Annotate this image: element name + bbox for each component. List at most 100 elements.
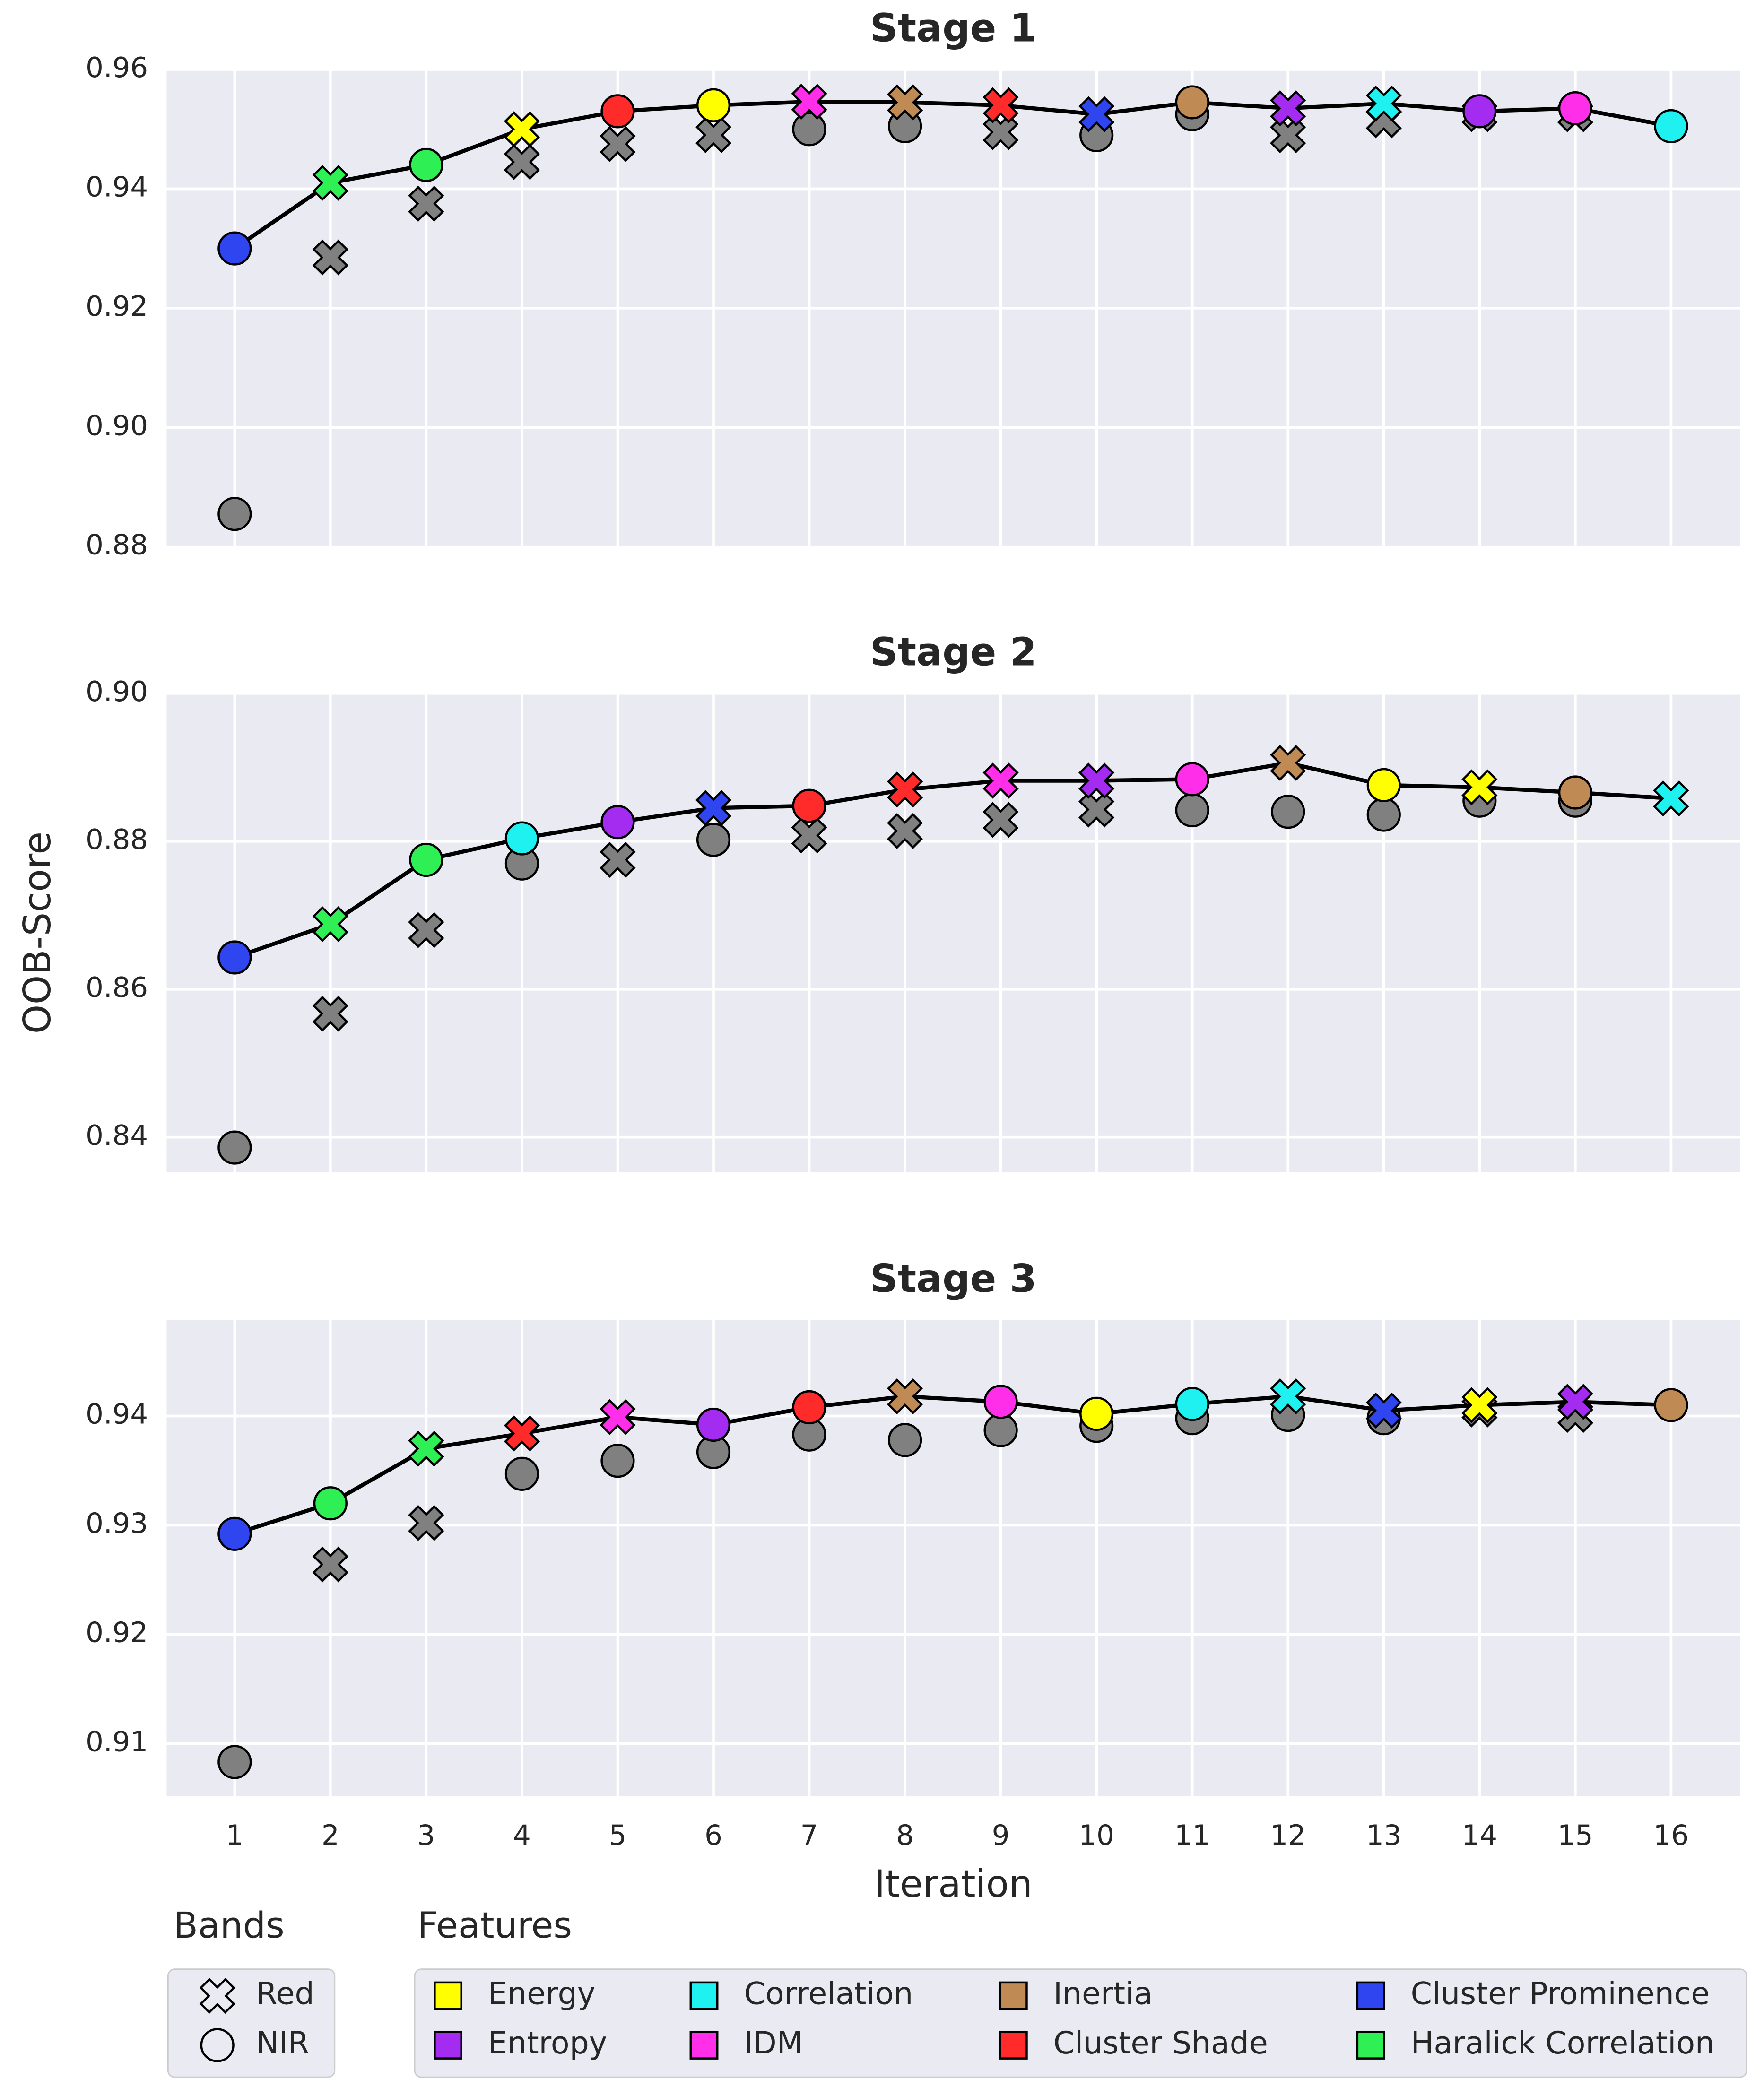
other-candidate (887, 813, 923, 849)
other-candidate (312, 1546, 348, 1583)
plot-area (166, 693, 1740, 1172)
selected-point (983, 1385, 1018, 1419)
y-tick-label: 0.90 (86, 409, 148, 442)
selected-point (791, 84, 827, 120)
selected-point (504, 111, 540, 147)
selected-point (982, 87, 1019, 123)
selected-point (696, 88, 731, 122)
selected-point (313, 1486, 348, 1521)
selected-point (696, 1407, 731, 1442)
panel-title: Stage 2 (870, 630, 1037, 675)
x-tick-label: 2 (322, 1819, 339, 1852)
selected-point (600, 805, 635, 840)
other-candidate (982, 802, 1019, 838)
x-tick-label: 15 (1557, 1819, 1593, 1852)
selected-point (1270, 1378, 1306, 1415)
bands-legend-title: Bands (174, 1904, 285, 1946)
selected-point (1270, 90, 1306, 127)
selected-point (887, 84, 923, 121)
other-candidate (792, 112, 826, 147)
other-candidate (217, 1745, 252, 1779)
legend-swatch (434, 2030, 463, 2060)
selected-point (408, 1430, 444, 1467)
selected-point (792, 1390, 826, 1425)
legend-marker (200, 2028, 235, 2062)
selected-point (1462, 94, 1497, 129)
selected-point (1558, 91, 1592, 126)
selected-point (1078, 762, 1115, 799)
legend-swatch (434, 1981, 463, 2010)
x-tick-label: 9 (992, 1819, 1010, 1852)
selected-point (1654, 109, 1688, 144)
selected-point (1078, 96, 1115, 132)
x-tick-label: 1 (226, 1819, 243, 1852)
legend-label: Entropy (488, 2026, 607, 2061)
x-tick-label: 8 (896, 1819, 914, 1852)
y-tick-label: 0.94 (86, 1398, 148, 1430)
other-candidate (408, 912, 444, 948)
other-candidate (983, 1413, 1018, 1447)
features-legend-title: Features (417, 1904, 572, 1946)
selected-point (1175, 1387, 1209, 1421)
selected-point (600, 1399, 636, 1435)
score-line (234, 761, 1671, 960)
other-candidate (600, 1444, 635, 1478)
other-candidate (312, 996, 348, 1032)
y-tick-label: 0.86 (86, 971, 148, 1004)
legend-label: IDM (744, 2026, 803, 2061)
selected-point (1366, 768, 1401, 802)
other-candidate (1271, 795, 1305, 829)
y-tick-label: 0.93 (86, 1507, 148, 1540)
y-tick-label: 0.84 (86, 1119, 148, 1152)
selected-point (1653, 780, 1689, 817)
selected-point (887, 1378, 923, 1415)
selected-point (1654, 1388, 1688, 1422)
other-candidate (312, 239, 348, 276)
y-tick-label: 0.91 (86, 1725, 148, 1758)
other-candidate (696, 823, 731, 857)
panel-title: Stage 3 (870, 1256, 1037, 1301)
other-candidate (600, 126, 636, 162)
x-tick-label: 6 (704, 1819, 722, 1852)
selected-point (312, 906, 348, 943)
selected-point (792, 788, 826, 823)
selected-point (1079, 1396, 1114, 1431)
other-candidate (217, 497, 252, 531)
selected-point (600, 94, 635, 129)
other-candidate (1366, 797, 1401, 832)
score-line (233, 99, 1672, 251)
legend-swatch (999, 1981, 1028, 2010)
other-candidate (408, 1505, 444, 1541)
panel-title: Stage 1 (870, 6, 1037, 51)
selected-point (1270, 745, 1306, 781)
selected-point (504, 1415, 540, 1452)
other-candidate (600, 841, 636, 878)
other-candidate (1175, 793, 1209, 828)
legend-swatch (689, 2030, 719, 2060)
legend-marker (199, 1978, 235, 2014)
legend-swatch (999, 2030, 1028, 2060)
legend-label: Energy (488, 1976, 595, 2012)
y-tick-label: 0.88 (86, 528, 148, 561)
x-tick-label: 16 (1653, 1819, 1689, 1852)
x-tick-label: 3 (417, 1819, 435, 1852)
features-legend-box (414, 1968, 1747, 2078)
x-tick-label: 10 (1078, 1819, 1114, 1852)
x-tick-label: 14 (1462, 1819, 1497, 1852)
plot-area (166, 1320, 1740, 1796)
selected-point (982, 762, 1019, 799)
selected-point (1558, 775, 1592, 810)
legend-label: Cluster Prominence (1411, 1976, 1710, 2012)
x-tick-label: 12 (1270, 1819, 1306, 1852)
other-candidate (217, 1130, 252, 1165)
x-tick-label: 7 (800, 1819, 818, 1852)
y-tick-label: 0.92 (86, 1616, 148, 1648)
selected-point (409, 147, 443, 182)
score-line (234, 1394, 1671, 1536)
other-candidate (408, 185, 444, 222)
legend-label: Inertia (1053, 1976, 1153, 2012)
y-tick-label: 0.90 (86, 675, 148, 708)
selected-point (217, 940, 252, 975)
selected-point (1461, 769, 1498, 805)
